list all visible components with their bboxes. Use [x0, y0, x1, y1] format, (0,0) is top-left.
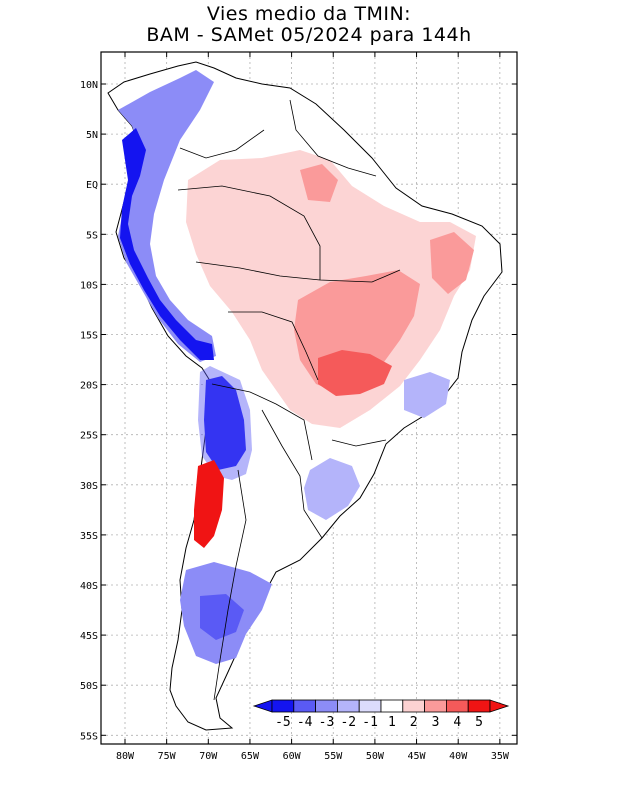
- lon-tick-label: 60W: [283, 751, 302, 762]
- warm-bias-hotspot: [318, 350, 392, 396]
- lat-tick-label: 20S: [80, 381, 98, 392]
- lon-tick-label: 70W: [199, 751, 218, 762]
- lat-tick-label: 50S: [80, 681, 98, 692]
- graticule: [101, 52, 517, 744]
- legend-left-arrow: [252, 699, 273, 713]
- legend-swatch: [402, 699, 425, 713]
- legend-swatch: [380, 699, 404, 713]
- legend-swatch: [467, 699, 491, 713]
- legend-level-label: -2: [340, 715, 356, 730]
- cold-bias-atacama: [204, 376, 246, 470]
- lat-tick-label: EQ: [86, 180, 98, 191]
- lat-tick-label: 25S: [80, 431, 98, 442]
- cold-bias-patagonia-core: [200, 594, 244, 640]
- legend-level-label: -4: [297, 715, 313, 730]
- legend-swatch: [336, 699, 360, 713]
- legend-swatch: [271, 699, 295, 713]
- lat-tick-label: 40S: [80, 581, 98, 592]
- lat-tick-label: 55S: [80, 731, 98, 742]
- legend-level-label: 3: [432, 715, 440, 730]
- map-title-line-1: Vies medio da TMIN:: [206, 3, 412, 25]
- legend-level-label: -3: [319, 715, 335, 730]
- legend-swatch: [358, 699, 382, 713]
- legend-level-label: 1: [388, 715, 396, 730]
- warm-bias-central-chile: [194, 460, 224, 548]
- cold-bias-south-east: [404, 372, 450, 418]
- cold-bias-andes-core: [120, 128, 214, 360]
- legend-right-arrow: [489, 699, 510, 713]
- continent-layer: [107, 61, 503, 731]
- lat-tick-label: 35S: [80, 531, 98, 542]
- lat-tick-label: 45S: [80, 631, 98, 642]
- latitude-labels: 10N 5N EQ 5S 10S 15S 20S 25S 30S 35S 40S 45S 50S 55S: [80, 80, 98, 742]
- lat-tick-label: 10S: [80, 280, 98, 291]
- cold-bias-southern-brazil: [304, 458, 360, 520]
- lat-tick-label: 10N: [80, 80, 98, 91]
- lon-tick-label: 55W: [324, 751, 343, 762]
- legend-level-label: 5: [475, 715, 483, 730]
- legend-level-label: 2: [410, 715, 418, 730]
- lon-tick-label: 40W: [449, 751, 468, 762]
- cold-bias-atacama-edge: [198, 366, 252, 480]
- legend-swatch: [315, 699, 338, 713]
- lon-tick-label: 35W: [491, 751, 510, 762]
- legend-level-label: 4: [453, 715, 461, 730]
- lon-tick-label: 45W: [408, 751, 427, 762]
- axis-ticks: [101, 52, 517, 744]
- lat-tick-label: 15S: [80, 331, 98, 342]
- map-title-line-2: BAM - SAMet 05/2024 para 144h: [146, 24, 472, 46]
- country-borders: [177, 99, 401, 701]
- lat-tick-label: 5S: [86, 230, 98, 241]
- legend-swatch: [293, 699, 316, 713]
- lon-tick-label: 50W: [366, 751, 385, 762]
- lon-tick-label: 65W: [241, 751, 260, 762]
- color-legend: -5 -4 -3 -2 -1 1 2 3 4 5: [252, 699, 510, 730]
- lat-tick-label: 30S: [80, 481, 98, 492]
- warm-bias-north: [300, 164, 338, 202]
- lon-tick-label: 80W: [116, 751, 135, 762]
- longitude-labels: 80W 75W 70W 65W 60W 55W 50W 45W 40W 35W: [116, 751, 510, 762]
- legend-level-label: -5: [275, 715, 291, 730]
- lon-tick-label: 75W: [158, 751, 177, 762]
- legend-level-label: -1: [362, 715, 378, 730]
- legend-swatch: [445, 699, 469, 713]
- lat-tick-label: 5N: [86, 130, 98, 141]
- legend-swatch: [424, 699, 447, 713]
- warm-bias-north-east: [430, 232, 474, 294]
- map-frame: [100, 51, 518, 745]
